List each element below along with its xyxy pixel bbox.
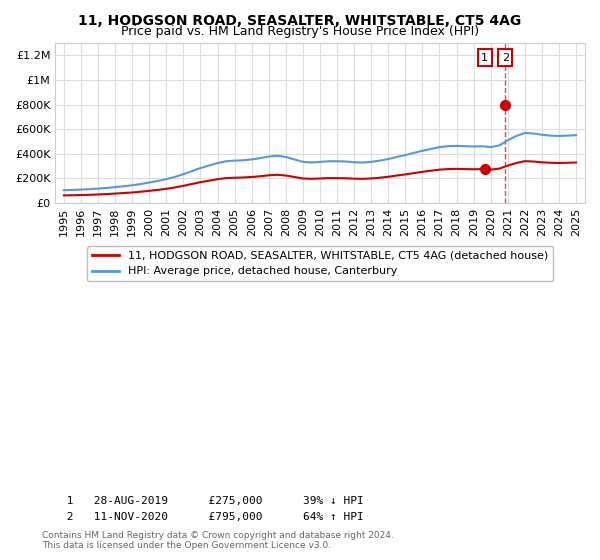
Text: 1   28-AUG-2019      £275,000      39% ↓ HPI: 1 28-AUG-2019 £275,000 39% ↓ HPI — [60, 496, 364, 506]
Text: Price paid vs. HM Land Registry's House Price Index (HPI): Price paid vs. HM Land Registry's House … — [121, 25, 479, 38]
Text: 11, HODGSON ROAD, SEASALTER, WHITSTABLE, CT5 4AG: 11, HODGSON ROAD, SEASALTER, WHITSTABLE,… — [79, 14, 521, 28]
Text: 1: 1 — [481, 53, 488, 63]
Text: 2   11-NOV-2020      £795,000      64% ↑ HPI: 2 11-NOV-2020 £795,000 64% ↑ HPI — [60, 512, 364, 522]
Legend: 11, HODGSON ROAD, SEASALTER, WHITSTABLE, CT5 4AG (detached house), HPI: Average : 11, HODGSON ROAD, SEASALTER, WHITSTABLE,… — [87, 246, 553, 281]
Text: Contains HM Land Registry data © Crown copyright and database right 2024.
This d: Contains HM Land Registry data © Crown c… — [42, 530, 394, 550]
Text: 2: 2 — [502, 53, 509, 63]
